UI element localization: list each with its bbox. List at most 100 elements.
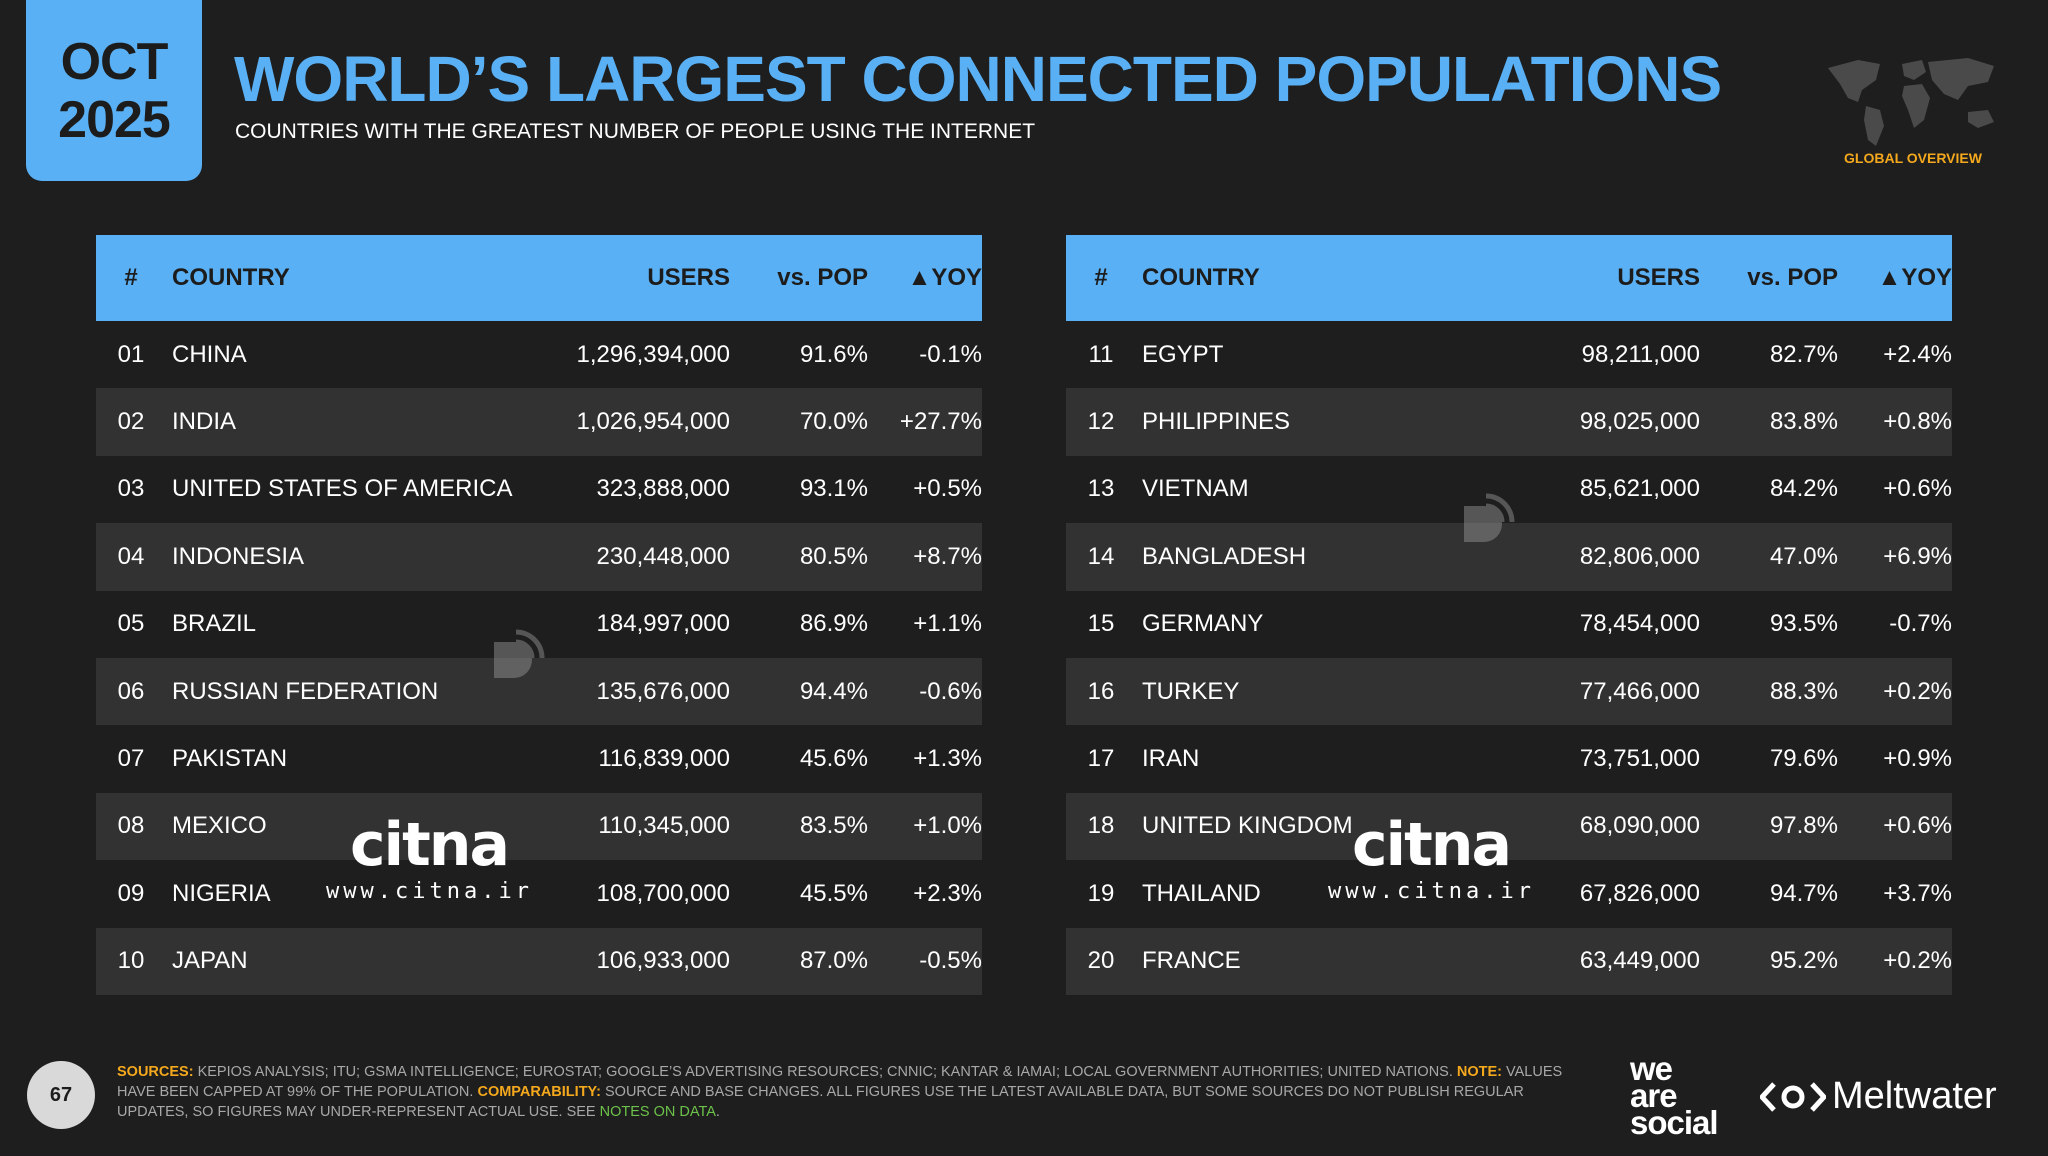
rank-cell: 04: [117, 542, 145, 570]
country-cell: TURKEY: [1142, 677, 1240, 705]
rank-cell: 08: [117, 812, 145, 840]
rank-cell: 18: [1087, 812, 1115, 840]
yoy-cell: -0.1%: [919, 340, 982, 368]
page-number: 67: [27, 1061, 95, 1129]
yoy-cell: +0.5%: [913, 475, 982, 503]
date-month: OCT: [60, 32, 169, 91]
country-cell: EGYPT: [1142, 340, 1224, 368]
column-header-vs-pop: vs. POP: [1747, 264, 1838, 291]
table-row: 11 EGYPT 98,211,000 82.7% +2.4%: [1066, 321, 1952, 388]
table-row: 06 RUSSIAN FEDERATION 135,676,000 94.4% …: [96, 657, 982, 726]
table-row: 04 INDONESIA 230,448,000 80.5% +8.7%: [96, 523, 982, 591]
rank-cell: 19: [1087, 879, 1115, 907]
column-header-users: USERS: [1617, 264, 1700, 291]
country-cell: BRAZIL: [172, 610, 257, 638]
yoy-cell: +0.2%: [1883, 947, 1952, 975]
citna-watermark: citna www.citna.ir: [326, 815, 532, 904]
rank-cell: 10: [117, 947, 145, 975]
world-map-icon: [1828, 58, 1994, 146]
rank-cell: 02: [117, 408, 145, 436]
table-row: 02 INDIA 1,026,954,000 70.0% +27.7%: [96, 388, 982, 456]
users-cell: 1,296,394,000: [576, 340, 730, 368]
table-row: 20 FRANCE 63,449,000 95.2% +0.2%: [1066, 927, 1952, 995]
watermark-signal-icon: [494, 629, 545, 678]
rank-cell: 09: [117, 879, 145, 907]
brand-word: we: [1630, 1050, 1673, 1087]
country-cell: RUSSIAN FEDERATION: [172, 677, 439, 705]
table-row: 19 THAILAND 67,826,000 94.7% +3.7%: [1066, 860, 1952, 927]
vs-pop-cell: 94.7%: [1769, 879, 1838, 907]
yoy-cell: +3.7%: [1883, 879, 1952, 907]
rank-cell: 13: [1087, 475, 1115, 503]
table-row: 05 BRAZIL 184,997,000 86.9% +1.1%: [96, 591, 982, 658]
country-cell: CHINA: [172, 340, 247, 368]
page-subtitle: COUNTRIES WITH THE GREATEST NUMBER OF PE…: [235, 120, 1036, 143]
watermark-url: www.citna.ir: [1328, 879, 1535, 904]
table-row: 10 JAPAN 106,933,000 87.0% -0.5%: [96, 927, 982, 995]
rank-cell: 03: [117, 475, 145, 503]
users-cell: 1,026,954,000: [576, 408, 730, 436]
country-cell: INDIA: [172, 408, 237, 436]
vs-pop-cell: 88.3%: [1769, 677, 1838, 705]
column-header-rank: #: [124, 264, 138, 291]
vs-pop-cell: 45.6%: [799, 745, 868, 773]
date-badge: OCT 2025: [26, 0, 202, 181]
table-row: 18 UNITED KINGDOM 68,090,000 97.8% +0.6%: [1066, 792, 1952, 861]
country-cell: BANGLADESH: [1142, 542, 1307, 570]
vs-pop-cell: 47.0%: [1769, 542, 1838, 570]
users-cell: 323,888,000: [596, 475, 730, 503]
table-row: 16 TURKEY 77,466,000 88.3% +0.2%: [1066, 657, 1952, 726]
yoy-cell: -0.7%: [1889, 610, 1952, 638]
vs-pop-cell: 84.2%: [1769, 475, 1838, 503]
yoy-cell: +0.9%: [1883, 745, 1952, 773]
we-are-social-logo: we are social: [1630, 1050, 1719, 1139]
page-title: WORLD’S LARGEST CONNECTED POPULATIONS: [234, 43, 1722, 115]
note-text: VALUES HAVE BEEN CAPPED AT 99% OF THE PO…: [117, 1064, 1563, 1100]
yoy-cell: +0.6%: [1883, 475, 1952, 503]
yoy-cell: +1.0%: [913, 812, 982, 840]
rank-cell: 07: [117, 745, 145, 773]
users-cell: 78,454,000: [1579, 610, 1700, 638]
column-header-rank: #: [1094, 264, 1108, 291]
yoy-cell: +27.7%: [899, 408, 982, 436]
table-row: 13 VIETNAM 85,621,000 84.2% +0.6%: [1066, 456, 1952, 523]
vs-pop-cell: 93.5%: [1769, 610, 1838, 638]
watermark-logo: citna: [1351, 810, 1512, 880]
yoy-cell: +0.6%: [1883, 812, 1952, 840]
country-cell: PAKISTAN: [172, 745, 288, 773]
country-cell: GERMANY: [1142, 610, 1264, 638]
yoy-cell: +6.9%: [1883, 542, 1952, 570]
connected-populations-table-left: # COUNTRY USERS vs. POP ▲YOY 01 CHINA 1,…: [96, 235, 982, 995]
yoy-cell: +0.8%: [1883, 408, 1952, 436]
users-cell: 116,839,000: [598, 745, 730, 773]
footer-sources: SOURCES: KEPIOS ANALYSIS; ITU; GSMA INTE…: [117, 1062, 1593, 1122]
comparability-label: COMPARABILITY:: [477, 1084, 601, 1100]
users-cell: 108,700,000: [596, 879, 730, 907]
vs-pop-cell: 93.1%: [799, 475, 868, 503]
note-label: NOTE:: [1456, 1064, 1503, 1080]
vs-pop-cell: 80.5%: [799, 542, 868, 570]
country-cell: VIETNAM: [1142, 475, 1249, 503]
table-row: 12 PHILIPPINES 98,025,000 83.8% +0.8%: [1066, 388, 1952, 456]
yoy-cell: +2.4%: [1883, 340, 1952, 368]
users-cell: 98,211,000: [1581, 340, 1700, 368]
vs-pop-cell: 82.7%: [1769, 340, 1838, 368]
notes-on-data-link[interactable]: NOTES ON DATA: [599, 1104, 716, 1120]
country-cell: INDONESIA: [172, 542, 305, 570]
vs-pop-cell: 97.8%: [1769, 812, 1838, 840]
brand-word: are: [1630, 1077, 1678, 1114]
table-row: 01 CHINA 1,296,394,000 91.6% -0.1%: [96, 321, 982, 388]
sources-label: SOURCES:: [117, 1064, 194, 1080]
column-header-yoy: ▲YOY: [907, 264, 982, 291]
yoy-cell: -0.6%: [919, 677, 982, 705]
meltwater-wordmark: Meltwater: [1832, 1075, 1997, 1117]
vs-pop-cell: 83.8%: [1769, 408, 1838, 436]
country-cell: JAPAN: [172, 947, 248, 975]
vs-pop-cell: 79.6%: [1769, 745, 1838, 773]
rank-cell: 12: [1087, 408, 1115, 436]
yoy-cell: +2.3%: [913, 879, 982, 907]
country-cell: UNITED STATES OF AMERICA: [172, 475, 513, 503]
table-header: # COUNTRY USERS vs. POP ▲YOY: [1066, 235, 1952, 321]
users-cell: 110,345,000: [598, 812, 730, 840]
rank-cell: 05: [117, 610, 145, 638]
